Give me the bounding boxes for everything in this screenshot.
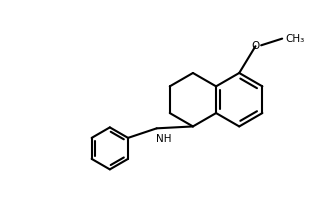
Text: O: O bbox=[251, 41, 260, 51]
Text: CH₃: CH₃ bbox=[285, 34, 304, 44]
Text: NH: NH bbox=[156, 134, 171, 144]
